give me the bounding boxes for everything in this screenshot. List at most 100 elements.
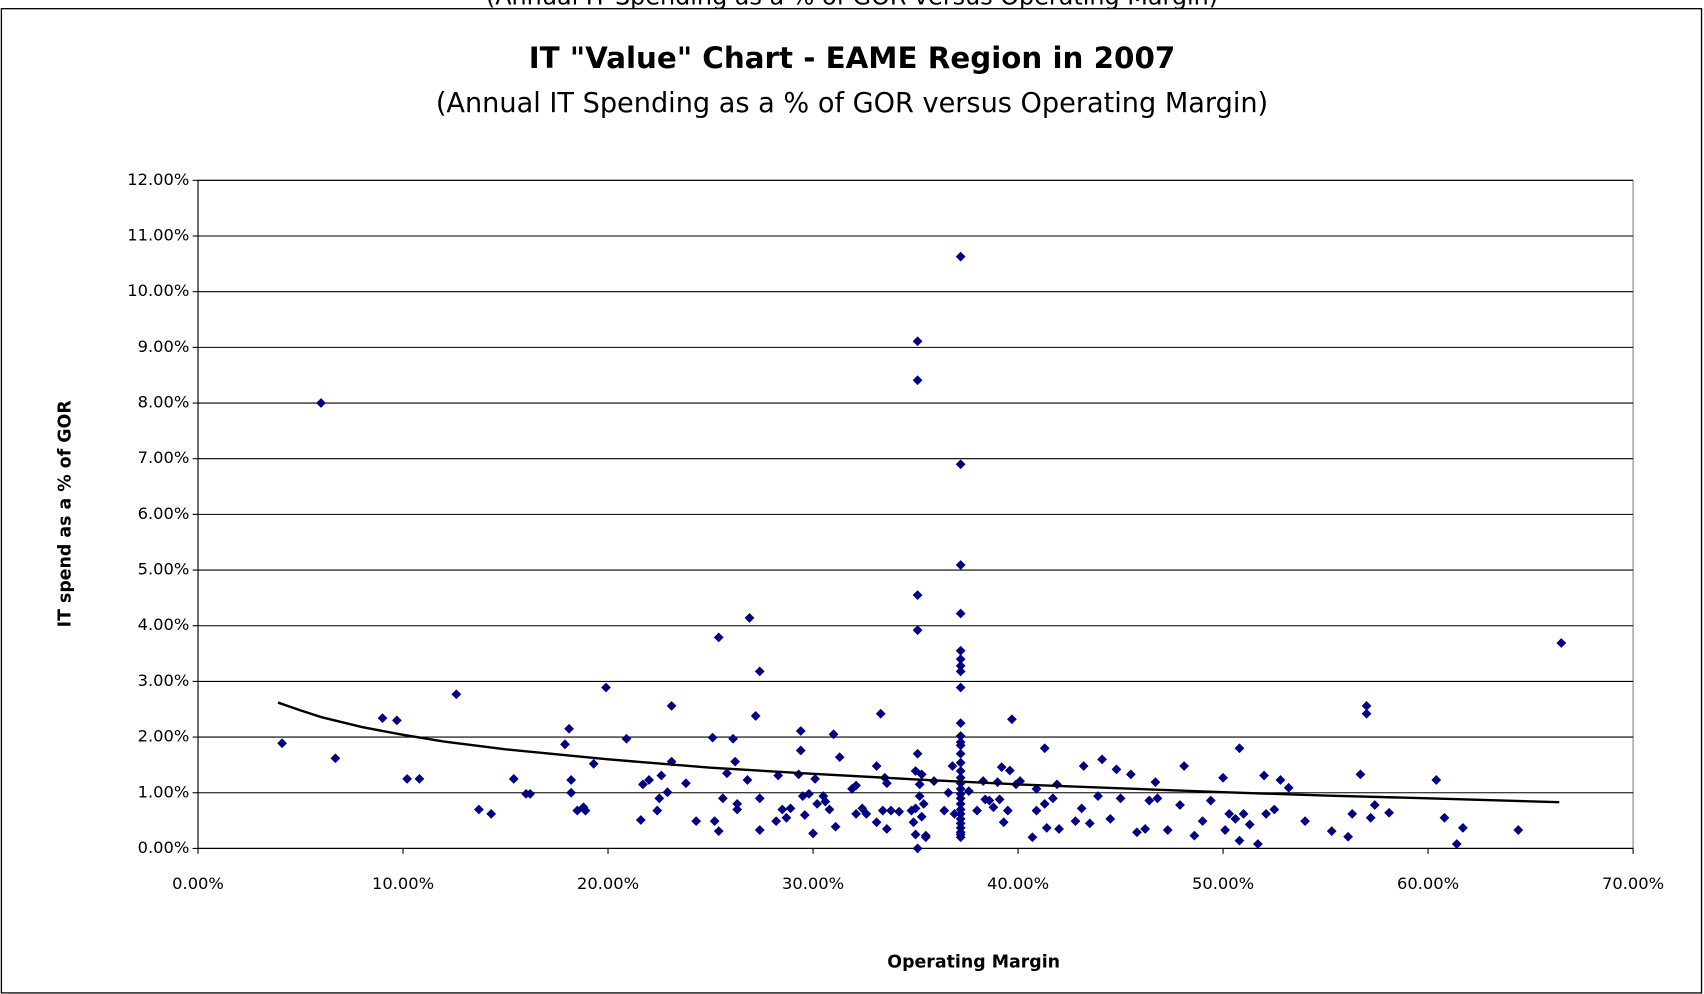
scatter-point bbox=[812, 799, 823, 809]
scatter-point bbox=[621, 733, 632, 744]
scatter-point bbox=[1365, 812, 1376, 823]
scatter-point bbox=[1238, 809, 1249, 819]
scatter-point bbox=[754, 666, 765, 677]
x-tick-label: 0.00% bbox=[172, 874, 224, 893]
scatter-point bbox=[1007, 714, 1017, 725]
scatter-point bbox=[525, 788, 536, 799]
scatter-point bbox=[955, 731, 966, 741]
scatter-point bbox=[955, 740, 966, 751]
scatter-point bbox=[1347, 809, 1358, 819]
scatter-point bbox=[875, 708, 886, 719]
scatter-point bbox=[955, 772, 966, 783]
scatter-point bbox=[834, 752, 845, 763]
scatter-point bbox=[1458, 822, 1468, 833]
scatter-point bbox=[996, 762, 1007, 773]
scatter-point bbox=[1439, 812, 1450, 823]
scatter-point bbox=[955, 666, 966, 677]
scatter-point bbox=[955, 809, 966, 819]
scatter-point bbox=[1230, 814, 1241, 824]
scatter-point bbox=[1175, 800, 1185, 810]
x-tick-label: 60.00% bbox=[1397, 874, 1459, 893]
scatter-point bbox=[955, 251, 966, 262]
scatter-point bbox=[402, 773, 413, 784]
scatter-point bbox=[564, 723, 574, 734]
y-tick-label: 1.00% bbox=[138, 782, 190, 801]
scatter-point bbox=[955, 783, 966, 794]
scatter-point bbox=[918, 799, 929, 809]
y-tick-label: 7.00% bbox=[138, 448, 190, 467]
scatter-point bbox=[830, 821, 841, 832]
scatter-point bbox=[799, 810, 810, 820]
scatter-point bbox=[881, 824, 892, 834]
scatter-point bbox=[1004, 765, 1015, 776]
scatter-point bbox=[638, 779, 648, 790]
scatter-point bbox=[943, 787, 954, 798]
y-tick-label: 0.00% bbox=[138, 838, 190, 857]
scatter-point bbox=[1283, 782, 1294, 793]
scatter-point bbox=[730, 756, 741, 767]
scatter-point bbox=[750, 711, 761, 721]
cropped-caption: (Annual IT Spending as a % of GOR versus… bbox=[486, 0, 1218, 10]
y-tick-label: 10.00% bbox=[127, 281, 189, 300]
scatter-point bbox=[912, 336, 923, 347]
scatter-point bbox=[709, 816, 720, 827]
scatter-point bbox=[713, 632, 724, 643]
scatter-point bbox=[277, 738, 287, 749]
scatter-point bbox=[851, 780, 861, 791]
scatter-point bbox=[742, 775, 753, 785]
scatter-point bbox=[1039, 743, 1050, 754]
scatter-point bbox=[1244, 819, 1255, 830]
scatter-point bbox=[998, 817, 1009, 828]
scatter-point bbox=[881, 778, 892, 789]
scatter-point bbox=[955, 748, 966, 759]
y-tick-label: 3.00% bbox=[138, 671, 190, 690]
scatter-point bbox=[1205, 795, 1216, 806]
scatter-point bbox=[1189, 830, 1200, 841]
scatter-point bbox=[652, 805, 663, 816]
scatter-point bbox=[947, 761, 958, 771]
scatter-point bbox=[955, 660, 966, 671]
scatter-point bbox=[1224, 809, 1235, 819]
scatter-point bbox=[1097, 754, 1107, 765]
scatter-point bbox=[871, 817, 882, 828]
scatter-point bbox=[910, 829, 921, 840]
scatter-point bbox=[654, 793, 665, 804]
scatter-point bbox=[912, 590, 923, 600]
scatter-point bbox=[1261, 809, 1272, 819]
x-axis-label: Operating Margin bbox=[887, 952, 1060, 972]
scatter-point bbox=[781, 812, 792, 823]
scatter-point bbox=[871, 761, 882, 771]
scatter-point bbox=[824, 804, 835, 815]
scatter-point bbox=[1556, 638, 1567, 648]
scatter-point bbox=[588, 758, 599, 769]
scatter-point bbox=[1076, 803, 1087, 814]
scatter-point bbox=[955, 799, 966, 809]
scatter-point bbox=[732, 804, 743, 815]
scatter-point bbox=[777, 804, 788, 815]
scatter-point bbox=[795, 745, 806, 756]
scatter-point bbox=[666, 701, 677, 711]
scatter-point bbox=[955, 645, 966, 656]
y-tick-label: 6.00% bbox=[138, 504, 190, 523]
scatter-point bbox=[908, 817, 919, 828]
scatter-point bbox=[785, 803, 796, 814]
scatter-point bbox=[988, 802, 999, 813]
scatter-point bbox=[955, 757, 966, 768]
scatter-point bbox=[877, 805, 888, 816]
scatter-point bbox=[804, 788, 814, 799]
x-tick-label: 50.00% bbox=[1192, 874, 1254, 893]
scatter-point bbox=[955, 654, 966, 665]
x-tick-label: 30.00% bbox=[782, 874, 844, 893]
x-tick-label: 20.00% bbox=[577, 874, 639, 893]
trendline bbox=[277, 701, 1560, 804]
scatter-point bbox=[1384, 807, 1395, 818]
scatter-point bbox=[732, 799, 743, 809]
scatter-point bbox=[916, 811, 927, 822]
scatter-point bbox=[707, 732, 718, 743]
scatter-point bbox=[795, 726, 806, 736]
scatter-point bbox=[1197, 816, 1208, 827]
scatter-point bbox=[451, 689, 462, 700]
scatter-point bbox=[744, 613, 755, 623]
scatter-point bbox=[1152, 793, 1163, 804]
scatter-point bbox=[1140, 824, 1151, 834]
